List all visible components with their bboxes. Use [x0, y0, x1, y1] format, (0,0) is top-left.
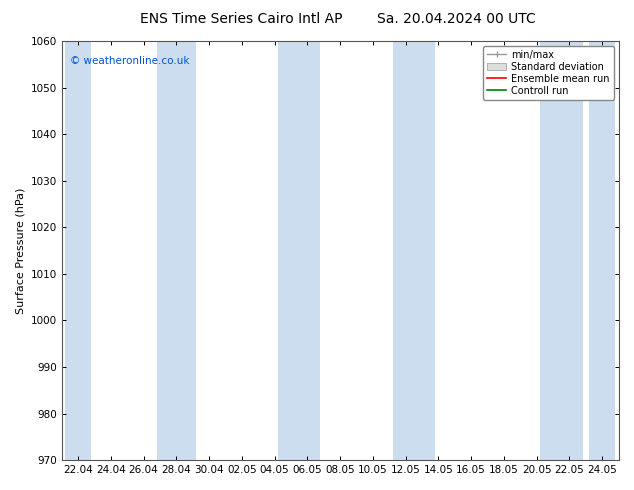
Bar — [556, 41, 583, 460]
Bar — [170, 41, 196, 460]
Text: © weatheronline.co.uk: © weatheronline.co.uk — [70, 56, 190, 66]
Bar — [589, 41, 616, 460]
Bar — [409, 41, 435, 460]
Bar — [540, 41, 566, 460]
Bar — [65, 41, 91, 460]
Bar — [392, 41, 418, 460]
Legend: min/max, Standard deviation, Ensemble mean run, Controll run: min/max, Standard deviation, Ensemble me… — [483, 46, 614, 99]
Y-axis label: Surface Pressure (hPa): Surface Pressure (hPa) — [15, 187, 25, 314]
Text: Sa. 20.04.2024 00 UTC: Sa. 20.04.2024 00 UTC — [377, 12, 536, 26]
Bar — [278, 41, 304, 460]
Bar — [157, 41, 183, 460]
Bar — [294, 41, 320, 460]
Text: ENS Time Series Cairo Intl AP: ENS Time Series Cairo Intl AP — [139, 12, 342, 26]
